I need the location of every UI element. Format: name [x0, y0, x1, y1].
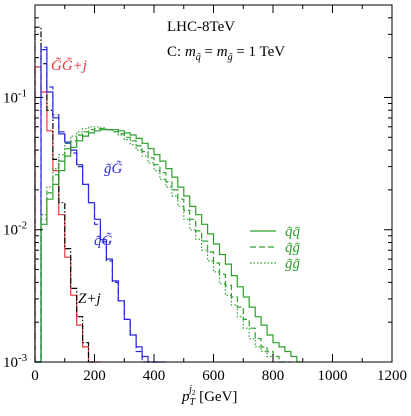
label-gG: g̃G̃ — [104, 160, 123, 177]
x-tick-label: 1000 — [318, 368, 348, 384]
scenario-msq-sub: q̃ — [196, 52, 201, 63]
x-tick-label: 0 — [31, 368, 39, 384]
series-line-1 — [34, 26, 95, 363]
scenario-eq2: = 1 TeV — [233, 44, 286, 60]
series-line-3 — [35, 46, 160, 363]
x-axis-title-sup: j — [187, 384, 192, 395]
scenario-msq: m — [185, 44, 196, 60]
scenario-prefix: C: — [167, 44, 185, 60]
y-tick-label: 10-1 — [3, 87, 27, 106]
legend: q̃q̃ q̃g̃ g̃g̃ — [250, 224, 301, 272]
x-axis-title-unit: [GeV] — [195, 389, 237, 405]
x-tick-label: 1200 — [377, 368, 407, 384]
energy-annotation: LHC-8TeV — [167, 19, 235, 35]
label-Z-j: Z+j — [78, 291, 101, 307]
series-line-2 — [35, 49, 166, 363]
label-qG: q̃G̃ — [94, 232, 113, 249]
x-axis-title-sub: T — [190, 397, 197, 408]
x-tick-label: 600 — [202, 368, 225, 384]
ticks-layer: 0 200 400 600 800 1000 1200 10-1 10-2 10-3 — [3, 4, 407, 384]
x-axis-title-supsub: 2 — [192, 389, 196, 397]
legend-label-qg: q̃g̃ — [285, 240, 301, 256]
y-tick-label: 10-2 — [3, 220, 27, 239]
scenario-eq1: = — [201, 44, 217, 60]
x-tick-label: 200 — [83, 368, 106, 384]
x-tick-label: 800 — [262, 368, 285, 384]
legend-label-gg: g̃g̃ — [285, 256, 301, 272]
scenario-annotation: C: mq̃ = mg̃ = 1 TeV — [167, 44, 285, 63]
x-axis-title-main: p — [181, 389, 190, 405]
label-GG-j: G̃G̃+j — [51, 57, 87, 74]
x-tick-label: 400 — [143, 368, 166, 384]
x-axis-title: pTj2 [GeV] — [181, 384, 237, 408]
series-line-5 — [35, 128, 291, 363]
scenario-mgl: m — [217, 44, 228, 60]
legend-label-qq: q̃q̃ — [285, 224, 301, 240]
series-line-4 — [35, 129, 303, 363]
series-line-6 — [35, 126, 285, 363]
scenario-mgl-sub: g̃ — [228, 52, 233, 63]
series-line-0 — [34, 66, 101, 363]
y-tick-label: 10-3 — [3, 352, 28, 371]
series-layer — [34, 26, 303, 363]
